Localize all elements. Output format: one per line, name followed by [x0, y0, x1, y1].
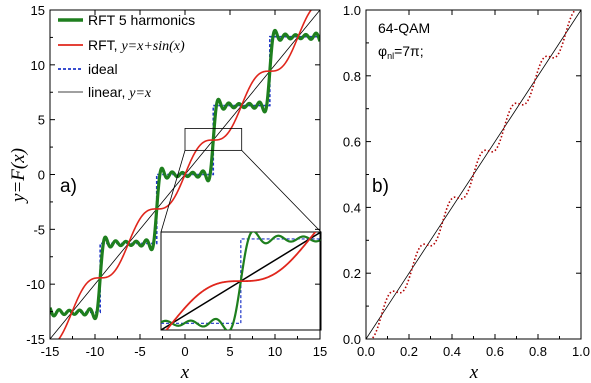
- x-tick-label-a: 10: [268, 344, 282, 359]
- x-tick-label-b: 1.0: [572, 344, 590, 359]
- x-axis-label-a: x: [180, 362, 190, 383]
- x-tick-label-a: -10: [86, 344, 105, 359]
- y-tick-label-a: 10: [31, 58, 45, 73]
- y-tick-label-b: 1.0: [343, 3, 361, 18]
- panel-label-b: b): [372, 176, 389, 197]
- panel-label-a: a): [60, 176, 77, 197]
- y-tick-label-a: -5: [33, 222, 45, 237]
- zoom-connector-left: [160, 150, 186, 233]
- x-tick-label-a: 0: [181, 344, 188, 359]
- zoom-box: [184, 128, 243, 151]
- y-tick-label-b: 0.6: [343, 135, 361, 150]
- x-tick-label-a: -15: [41, 344, 60, 359]
- x-tick-label-a: -5: [134, 344, 146, 359]
- y-tick-label-b: 0.8: [343, 69, 361, 84]
- legend-label-ideal: ideal: [88, 61, 118, 77]
- panel-b: 0.00.0 0.2 0.2 0.4 0.4 0.6 0.6 0.8 0.8 1.0 1.0 64-…: [343, 3, 590, 383]
- y-tick-label-b: 0.4: [343, 200, 361, 215]
- x-tick-label-a: 5: [226, 344, 233, 359]
- annotation-phase: φnl=7π;: [378, 43, 424, 61]
- x-tick-label-a: 15: [313, 344, 327, 359]
- series-linear-b: [366, 10, 581, 339]
- legend-label-rft5: RFT 5 harmonics: [88, 12, 195, 28]
- inset-series-rft5: [161, 232, 321, 330]
- x-tick-label-b: 0.2: [400, 344, 418, 359]
- zoom-connector-right: [241, 150, 322, 233]
- y-tick-label-a: -10: [26, 277, 45, 292]
- y-tick-label-a: 0: [38, 168, 45, 183]
- legend: RFT 5 harmonics RFT, y=x+sin(x) ideal li…: [58, 12, 195, 101]
- series-rft: [57, 10, 313, 339]
- y-tick-label-a: 5: [38, 113, 45, 128]
- y-tick-label-a: 15: [31, 3, 45, 18]
- x-tick-label-b: 0.8: [529, 344, 547, 359]
- panel-a: -15-15 -10 -10 -5 -5 0 0 5 5 10 10 15 15 RFT 5 harmo…: [8, 3, 327, 383]
- x-tick-label-b: 0.0: [357, 344, 375, 359]
- x-axis-label-b: x: [469, 362, 479, 383]
- y-tick-label-b: 0.0: [343, 332, 361, 347]
- legend-label-linear: linear, y=x: [88, 84, 152, 101]
- annotation-modulation: 64-QAM: [378, 20, 430, 36]
- y-tick-label-a: -15: [26, 332, 45, 347]
- x-tick-label-b: 0.6: [486, 344, 504, 359]
- legend-label-rft: RFT, y=x+sin(x): [88, 37, 185, 54]
- y-axis-label-a: y=F(x): [8, 148, 29, 204]
- inset-series-rft: [165, 232, 317, 330]
- x-tick-label-b: 0.4: [443, 344, 461, 359]
- y-tick-label-b: 0.2: [343, 266, 361, 281]
